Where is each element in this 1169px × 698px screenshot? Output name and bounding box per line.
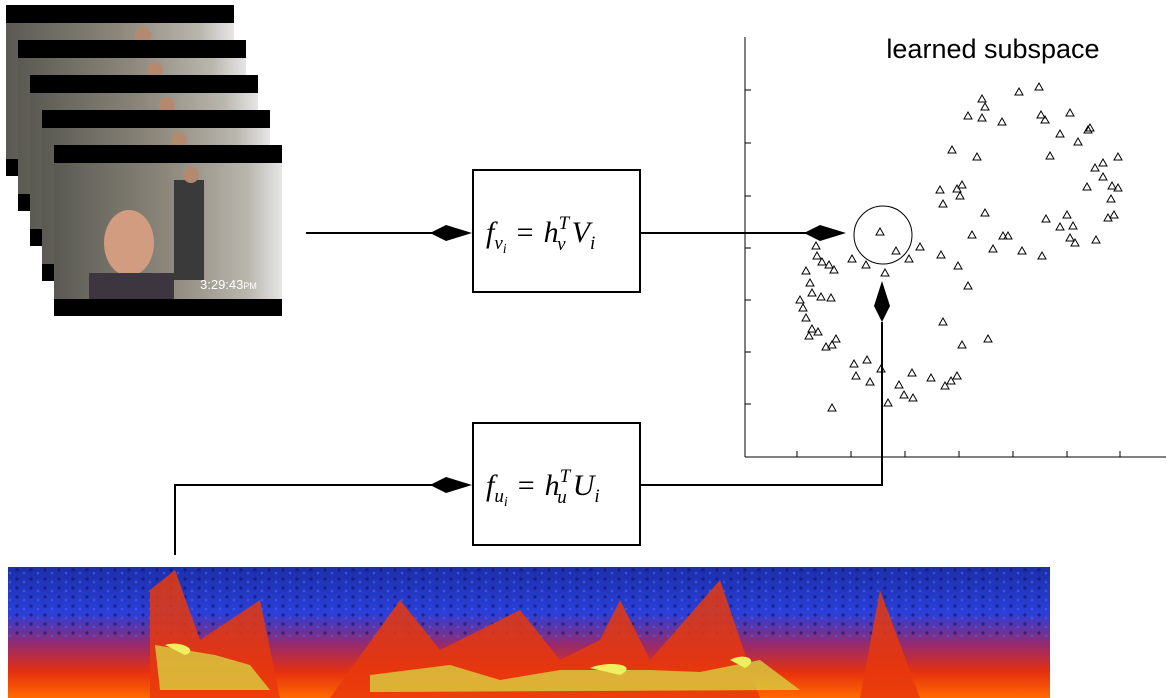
point-marker <box>852 372 860 379</box>
point-marker <box>958 341 966 348</box>
point-marker <box>1114 153 1122 160</box>
point-marker <box>964 112 972 119</box>
point-marker <box>1063 211 1071 218</box>
point-marker <box>895 381 903 388</box>
point-marker <box>984 335 992 342</box>
point-marker <box>881 269 889 276</box>
point-marker <box>832 335 840 342</box>
video-frames <box>6 5 282 316</box>
timestamp-time: 3:29:43 <box>200 277 243 292</box>
point-marker <box>808 289 816 296</box>
point-marker <box>1046 152 1054 159</box>
point-marker <box>802 267 810 274</box>
face <box>104 210 154 276</box>
spectrogram <box>8 567 1050 698</box>
point-marker <box>953 372 961 379</box>
point-marker <box>939 318 947 325</box>
point-marker <box>806 279 814 286</box>
timestamp-suffix: PM <box>243 281 257 291</box>
point-marker <box>1074 138 1082 145</box>
point-marker <box>900 391 908 398</box>
point-marker <box>892 247 900 254</box>
point-marker <box>927 374 935 381</box>
point-marker <box>1066 109 1074 116</box>
point-marker <box>863 356 871 363</box>
point-marker <box>1071 239 1079 246</box>
point-marker <box>862 261 870 268</box>
point-marker <box>884 399 892 406</box>
point-marker <box>830 266 838 273</box>
point-marker <box>978 95 986 102</box>
point-marker <box>937 251 945 258</box>
point-marker <box>1099 159 1107 166</box>
point-marker <box>916 243 924 250</box>
point-marker <box>812 242 820 249</box>
point-marker <box>828 404 836 411</box>
shoulders <box>89 273 174 299</box>
point-marker <box>1042 215 1050 222</box>
point-marker <box>1110 211 1118 218</box>
diagram: 3:29:43PM fvi=hTvVi fui=hTuUi learned su… <box>0 0 1169 698</box>
point-marker <box>1108 182 1116 189</box>
point-marker <box>998 118 1006 125</box>
point-marker <box>1035 83 1043 90</box>
point-marker <box>850 360 858 367</box>
point-marker <box>1056 130 1064 137</box>
point-marker <box>954 262 962 269</box>
point-marker <box>1083 183 1091 190</box>
point-marker <box>908 369 916 376</box>
point-marker <box>956 192 964 199</box>
point-marker <box>827 294 835 301</box>
point-marker <box>796 296 804 303</box>
point-marker <box>973 153 981 160</box>
point-marker <box>909 394 917 401</box>
point-marker <box>968 231 976 238</box>
point-marker <box>802 314 810 321</box>
point-marker <box>1092 236 1100 243</box>
subspace-plot <box>745 37 1166 457</box>
point-marker <box>981 103 989 110</box>
point-marker <box>936 186 944 193</box>
point-marker <box>813 252 821 259</box>
point-marker <box>1066 234 1074 241</box>
point-marker <box>958 181 966 188</box>
point-marker <box>1056 223 1064 230</box>
head <box>183 167 199 183</box>
subspace-label: learned subspace <box>886 34 1099 64</box>
point-marker <box>939 200 947 207</box>
point-marker <box>817 293 825 300</box>
point-marker <box>989 245 997 252</box>
point-marker <box>964 282 972 289</box>
point-marker <box>799 304 807 311</box>
point-marker <box>876 228 884 235</box>
point-marker <box>1099 173 1107 180</box>
point-marker <box>905 255 913 262</box>
point-marker <box>866 378 874 385</box>
point-marker <box>1069 222 1077 229</box>
point-marker <box>1038 252 1046 259</box>
point-marker <box>978 114 986 121</box>
point-marker <box>808 325 816 332</box>
point-marker <box>981 209 989 216</box>
point-marker <box>805 332 813 339</box>
point-marker <box>848 255 856 262</box>
point-marker <box>1107 195 1115 202</box>
point-marker <box>948 146 956 153</box>
person <box>174 180 204 280</box>
point-marker <box>1091 164 1099 171</box>
point-marker <box>1015 88 1023 95</box>
point-marker <box>1018 247 1026 254</box>
point-marker <box>1037 111 1045 118</box>
